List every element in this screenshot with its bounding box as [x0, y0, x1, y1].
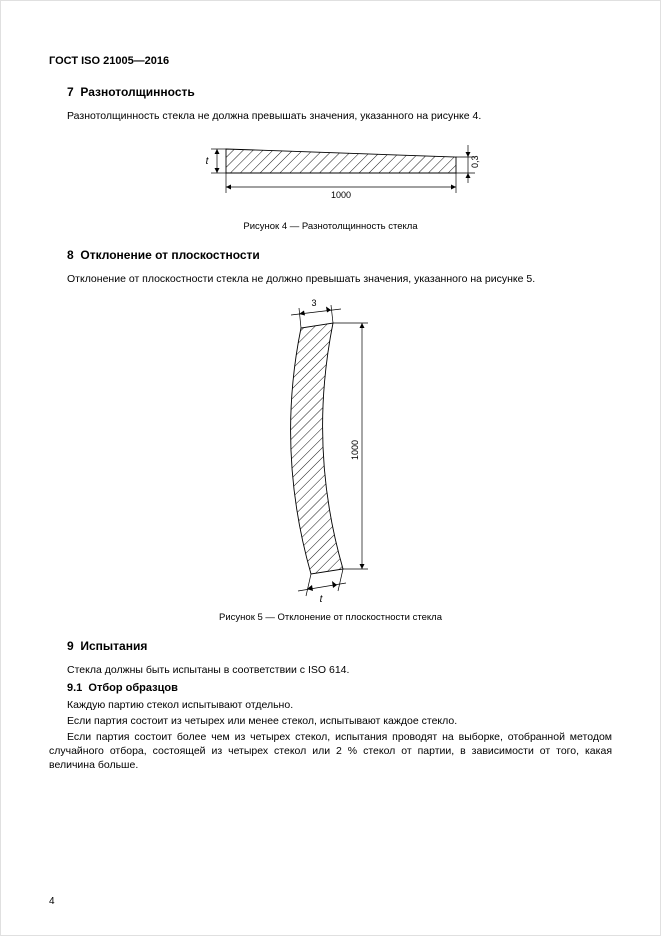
- figure-4-caption: Рисунок 4 — Разнотолщинность стекла: [49, 221, 612, 232]
- document-id: ГОСТ ISO 21005—2016: [49, 55, 612, 67]
- fig4-width-label: 1000: [330, 190, 350, 200]
- page-number: 4: [49, 896, 55, 907]
- figure-4: t 0,3 1000: [49, 133, 612, 215]
- section-9-p2: Если партия состоит из четырех или менее…: [49, 714, 612, 728]
- subsection-heading: Отбор образцов: [88, 682, 177, 694]
- document-page: ГОСТ ISO 21005—2016 7 Разнотолщинность Р…: [0, 0, 661, 936]
- fig5-bottom-label: t: [319, 594, 323, 605]
- subsection-9-1-title: 9.1 Отбор образцов: [67, 682, 612, 694]
- section-8-text: Отклонение от плоскостности стекла не до…: [49, 272, 612, 286]
- section-heading: Отклонение от плоскостности: [80, 248, 259, 262]
- fig5-top-label: 3: [311, 298, 316, 308]
- section-number: 8: [67, 248, 74, 262]
- figure-4-svg: t 0,3 1000: [171, 133, 491, 215]
- subsection-number: 9.1: [67, 682, 82, 694]
- section-9-p1: Каждую партию стекол испытывают отдельно…: [49, 698, 612, 712]
- glass-wedge: [226, 149, 456, 173]
- section-9-intro: Стекла должны быть испытаны в соответств…: [49, 663, 612, 677]
- section-9-title: 9 Испытания: [67, 639, 612, 653]
- section-heading: Разнотолщинность: [80, 85, 194, 99]
- fig5-side-label: 1000: [350, 440, 360, 460]
- fig4-t-label: t: [205, 156, 209, 167]
- section-number: 9: [67, 639, 74, 653]
- section-9-p3: Если партия состоит более чем из четырех…: [49, 730, 612, 773]
- fig4-height-label: 0,3: [470, 156, 480, 169]
- section-heading: Испытания: [80, 639, 147, 653]
- figure-5-caption: Рисунок 5 — Отклонение от плоскостности …: [49, 612, 612, 623]
- figure-5: 3 1000 t: [49, 296, 612, 606]
- section-7-title: 7 Разнотолщинность: [67, 85, 612, 99]
- section-8-title: 8 Отклонение от плоскостности: [67, 248, 612, 262]
- figure-5-svg: 3 1000 t: [246, 296, 416, 606]
- section-number: 7: [67, 85, 74, 99]
- section-7-text: Разнотолщинность стекла не должна превыш…: [49, 109, 612, 123]
- glass-curved: [290, 323, 342, 574]
